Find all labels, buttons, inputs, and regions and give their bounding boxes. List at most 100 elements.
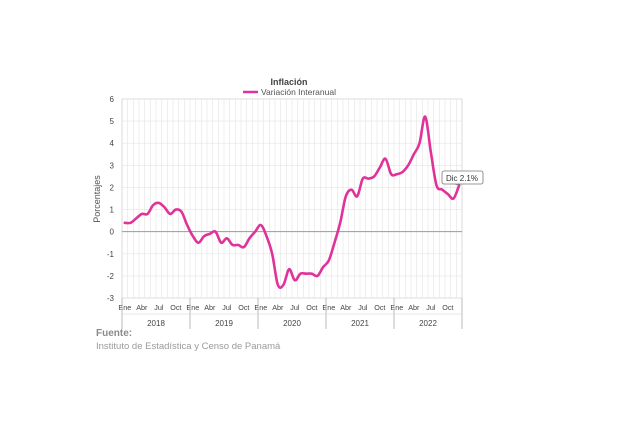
x-tick-label-month: Oct — [374, 303, 385, 312]
x-tick-label-year: 2021 — [351, 319, 369, 328]
data-point — [362, 177, 364, 179]
y-tick-label: 6 — [110, 95, 115, 104]
data-point — [447, 193, 449, 195]
data-point — [226, 237, 228, 239]
x-tick-label-month: Ene — [390, 303, 403, 312]
data-point — [316, 275, 318, 277]
data-point — [373, 175, 375, 177]
data-point — [294, 279, 296, 281]
x-tick-label-month: Oct — [306, 303, 317, 312]
data-point — [152, 204, 154, 206]
data-point — [197, 242, 199, 244]
data-point — [288, 268, 290, 270]
x-tick-label-month: Abr — [136, 303, 148, 312]
legend: Variación Interanual — [243, 87, 336, 97]
data-point — [175, 208, 177, 210]
data-point — [424, 115, 426, 117]
data-point — [441, 188, 443, 190]
x-axis-tick-labels: Ene Abr Jul Oct Ene Abr Jul Oct Ene Abr Jul Oct Ene A… — [118, 298, 463, 329]
data-point — [237, 244, 239, 246]
data-point — [333, 242, 335, 244]
data-point — [248, 237, 250, 239]
annotation-box — [441, 170, 484, 185]
data-point — [311, 272, 313, 274]
x-tick-label-month: Abr — [340, 303, 352, 312]
data-point — [322, 266, 324, 268]
y-tick-label: 2 — [110, 183, 115, 192]
x-tick-label-month: Abr — [204, 303, 216, 312]
data-point — [384, 158, 386, 160]
data-point — [169, 213, 171, 215]
data-point — [220, 242, 222, 244]
annotation-text: Dic 2.1% — [446, 174, 478, 183]
x-tick-label-month: Abr — [408, 303, 420, 312]
x-tick-label-month: Jul — [290, 303, 300, 312]
x-tick-label-month: Oct — [238, 303, 249, 312]
x-tick-label-month: Ene — [186, 303, 199, 312]
data-point — [192, 235, 194, 237]
y-tick-label: 0 — [110, 228, 115, 237]
data-point — [401, 171, 403, 173]
data-point — [350, 188, 352, 190]
data-point — [367, 177, 369, 179]
x-tick-label-year: 2018 — [147, 319, 165, 328]
data-point — [418, 142, 420, 144]
data-point — [141, 213, 143, 215]
y-tick-label: -1 — [107, 250, 115, 259]
data-point — [277, 284, 279, 286]
y-axis-label: Porcentajes — [92, 175, 102, 223]
data-point — [124, 222, 126, 224]
data-point — [271, 253, 273, 255]
source-label: Fuente: — [96, 328, 133, 339]
data-point — [135, 217, 137, 219]
x-tick-label-month: Jul — [426, 303, 436, 312]
data-point — [180, 211, 182, 213]
x-tick-label-month: Jul — [222, 303, 232, 312]
x-tick-label-year: 2019 — [215, 319, 233, 328]
x-tick-label-month: Jul — [154, 303, 164, 312]
data-point — [265, 235, 267, 237]
data-point — [328, 259, 330, 261]
gridlines — [121, 98, 463, 299]
data-point — [209, 233, 211, 235]
y-tick-label: 3 — [110, 161, 115, 170]
data-point — [339, 222, 341, 224]
x-tick-label-month: Jul — [358, 303, 368, 312]
legend-label: Variación Interanual — [261, 87, 336, 97]
annotation-callout: Dic 2.1% — [441, 170, 484, 186]
x-tick-label-month: Oct — [442, 303, 453, 312]
x-tick-label-year: 2020 — [283, 319, 301, 328]
chart-title: Inflación — [270, 77, 307, 87]
data-point — [260, 224, 262, 226]
x-tick-label-year: 2022 — [419, 319, 437, 328]
data-point — [396, 173, 398, 175]
y-tick-label: 5 — [110, 117, 115, 126]
y-tick-label: -3 — [107, 294, 115, 303]
data-point — [435, 184, 437, 186]
y-tick-label: -2 — [107, 272, 115, 281]
data-point — [430, 151, 432, 153]
x-tick-label-month: Oct — [170, 303, 181, 312]
y-tick-label: 1 — [110, 206, 115, 215]
data-point — [243, 246, 245, 248]
y-axis-tick-labels: -3 -2 -1 0 1 2 3 4 5 6 — [107, 95, 115, 303]
x-tick-label-month: Ene — [118, 303, 131, 312]
y-tick-label: 4 — [110, 139, 115, 148]
data-point — [305, 272, 307, 274]
data-point — [413, 153, 415, 155]
data-point — [163, 206, 165, 208]
data-point — [203, 235, 205, 237]
x-tick-label-month: Ene — [254, 303, 267, 312]
data-point — [299, 272, 301, 274]
data-point — [345, 195, 347, 197]
x-tick-label-month: Abr — [272, 303, 284, 312]
data-point — [390, 173, 392, 175]
data-point — [452, 197, 454, 199]
data-point — [146, 213, 148, 215]
data-point — [254, 230, 256, 232]
data-point — [379, 166, 381, 168]
source-text: Instituto de Estadística y Censo de Pana… — [96, 341, 281, 352]
series-line-variacion-interanual — [123, 115, 461, 289]
data-point — [356, 195, 358, 197]
